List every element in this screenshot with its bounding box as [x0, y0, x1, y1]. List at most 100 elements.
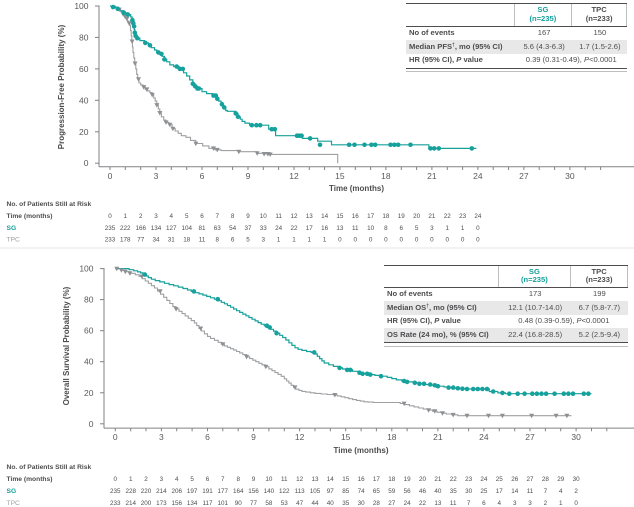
- svg-text:2: 2: [574, 488, 578, 495]
- svg-text:13: 13: [311, 476, 319, 483]
- svg-text:21: 21: [428, 213, 436, 220]
- svg-text:90: 90: [235, 500, 243, 507]
- svg-text:15: 15: [342, 476, 350, 483]
- svg-text:105: 105: [310, 488, 321, 495]
- svg-text:0: 0: [108, 213, 112, 220]
- svg-text:16: 16: [321, 225, 329, 232]
- svg-text:60: 60: [79, 64, 89, 74]
- svg-text:1: 1: [446, 225, 450, 232]
- svg-text:12: 12: [290, 213, 298, 220]
- svg-text:34: 34: [152, 237, 160, 244]
- svg-text:60: 60: [84, 326, 94, 336]
- svg-text:3: 3: [159, 432, 164, 442]
- svg-text:22: 22: [419, 500, 427, 507]
- svg-text:80: 80: [84, 295, 94, 305]
- svg-text:54: 54: [229, 225, 237, 232]
- svg-text:Progression-Free Probability (: Progression-Free Probability (%): [57, 24, 66, 149]
- svg-text:9: 9: [251, 432, 256, 442]
- svg-text:44: 44: [311, 500, 319, 507]
- svg-text:0: 0: [415, 237, 419, 244]
- svg-text:9: 9: [246, 213, 250, 220]
- svg-text:12: 12: [295, 432, 305, 442]
- svg-text:233: 233: [105, 237, 116, 244]
- svg-text:11: 11: [352, 225, 359, 232]
- svg-text:59: 59: [388, 488, 396, 495]
- svg-text:22: 22: [290, 225, 298, 232]
- svg-text:7: 7: [216, 213, 220, 220]
- svg-text:31: 31: [168, 237, 176, 244]
- svg-text:Time (months): Time (months): [7, 213, 53, 220]
- svg-text:24: 24: [404, 500, 412, 507]
- svg-text:140: 140: [264, 488, 275, 495]
- svg-text:25: 25: [480, 488, 488, 495]
- svg-text:0: 0: [461, 237, 465, 244]
- svg-text:7: 7: [544, 488, 548, 495]
- svg-text:2: 2: [144, 476, 148, 483]
- svg-text:20: 20: [79, 127, 89, 137]
- svg-text:21: 21: [433, 432, 443, 442]
- svg-text:1: 1: [308, 237, 312, 244]
- svg-text:20: 20: [413, 213, 421, 220]
- svg-text:40: 40: [327, 500, 335, 507]
- svg-text:200: 200: [141, 500, 152, 507]
- svg-text:6: 6: [400, 225, 404, 232]
- svg-text:Time (months): Time (months): [329, 184, 384, 193]
- svg-text:9: 9: [246, 171, 251, 181]
- svg-text:15: 15: [335, 171, 345, 181]
- svg-text:6: 6: [206, 476, 210, 483]
- svg-text:23: 23: [465, 476, 473, 483]
- svg-text:11: 11: [527, 488, 534, 495]
- svg-text:8: 8: [231, 213, 235, 220]
- svg-text:0: 0: [89, 419, 94, 429]
- svg-text:2: 2: [139, 213, 143, 220]
- svg-text:0: 0: [113, 432, 118, 442]
- svg-text:235: 235: [105, 225, 116, 232]
- svg-text:77: 77: [250, 500, 258, 507]
- svg-text:1: 1: [277, 237, 281, 244]
- svg-text:6: 6: [205, 432, 210, 442]
- svg-text:11: 11: [450, 500, 457, 507]
- svg-text:23: 23: [459, 213, 467, 220]
- svg-text:6: 6: [482, 500, 486, 507]
- svg-text:0: 0: [354, 237, 358, 244]
- svg-text:Overall Survival Probability (: Overall Survival Probability (%): [62, 286, 71, 405]
- svg-text:3: 3: [154, 213, 158, 220]
- svg-text:22: 22: [444, 213, 452, 220]
- svg-text:134: 134: [151, 225, 162, 232]
- svg-text:18: 18: [387, 432, 397, 442]
- svg-text:35: 35: [450, 488, 458, 495]
- svg-text:156: 156: [171, 500, 182, 507]
- svg-text:26: 26: [511, 476, 519, 483]
- svg-text:197: 197: [187, 488, 198, 495]
- svg-text:0: 0: [400, 237, 404, 244]
- svg-text:18: 18: [381, 171, 391, 181]
- svg-text:24: 24: [474, 213, 482, 220]
- svg-text:1: 1: [461, 225, 465, 232]
- svg-text:127: 127: [166, 225, 177, 232]
- svg-text:46: 46: [419, 488, 427, 495]
- svg-text:40: 40: [84, 357, 94, 367]
- svg-text:100: 100: [74, 1, 88, 11]
- svg-text:12: 12: [289, 171, 299, 181]
- svg-text:214: 214: [156, 488, 167, 495]
- svg-text:No. of Patients Still at Risk: No. of Patients Still at Risk: [7, 464, 92, 471]
- svg-text:104: 104: [181, 225, 192, 232]
- svg-text:10: 10: [260, 213, 268, 220]
- svg-text:14: 14: [511, 488, 519, 495]
- svg-text:37: 37: [244, 225, 252, 232]
- svg-text:12: 12: [296, 476, 304, 483]
- svg-text:8: 8: [384, 225, 388, 232]
- svg-text:17: 17: [496, 488, 504, 495]
- svg-text:6: 6: [200, 213, 204, 220]
- svg-text:19: 19: [404, 476, 412, 483]
- svg-text:TPC: TPC: [7, 237, 21, 244]
- svg-text:27: 27: [519, 171, 529, 181]
- svg-text:10: 10: [367, 225, 375, 232]
- svg-text:30: 30: [465, 488, 473, 495]
- svg-text:0: 0: [446, 237, 450, 244]
- svg-text:0: 0: [430, 237, 434, 244]
- svg-text:24: 24: [479, 432, 489, 442]
- svg-text:81: 81: [198, 225, 206, 232]
- svg-text:0: 0: [108, 171, 113, 181]
- svg-text:30: 30: [358, 500, 366, 507]
